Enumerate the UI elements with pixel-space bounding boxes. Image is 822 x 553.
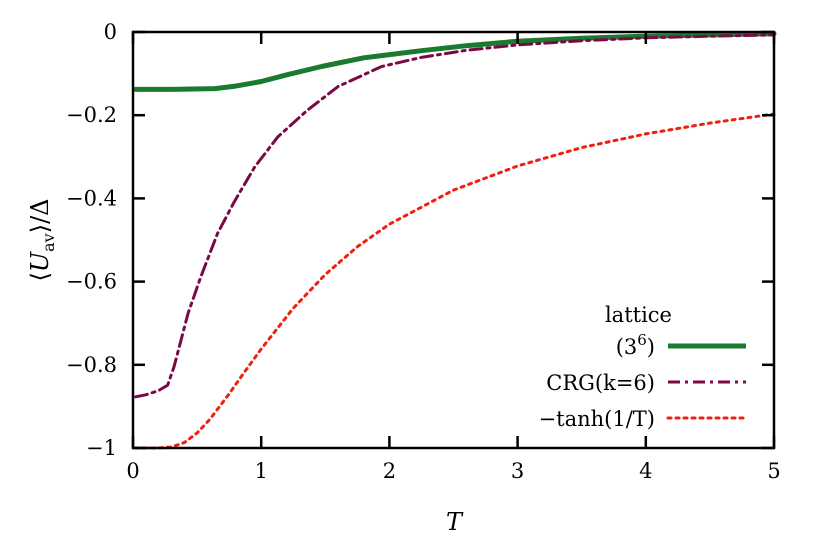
x-tick-label: 4 (639, 459, 652, 483)
x-tick-label: 2 (383, 459, 396, 483)
y-tick-label: −1 (86, 436, 117, 460)
y-tick-label: 0 (104, 20, 117, 44)
x-tick-label: 5 (767, 459, 780, 483)
x-tick-label: 1 (255, 459, 268, 483)
y-tick-label: −0.8 (66, 353, 117, 377)
legend-label-lattice: lattice (605, 303, 672, 327)
plot-frame (131, 30, 776, 450)
y-tick-label: −0.2 (66, 103, 117, 127)
y-tick-label: −0.4 (66, 186, 117, 210)
ticks: 0 1 2 3 4 5 0 −0.2 −0.4 −0.6 −0.8 −1 (66, 20, 781, 483)
x-tick-label: 0 (126, 459, 139, 483)
x-tick-label: 3 (511, 459, 524, 483)
x-axis-label: T (446, 508, 464, 536)
legend-label-tanh: −tanh(1/T) (539, 407, 655, 431)
legend-label-crg: CRG(k=6) (546, 371, 655, 395)
legend-label-lattice-3-6: (36) (616, 331, 655, 359)
series-line-1 (134, 33, 776, 399)
series-layer (133, 31, 777, 450)
legend: lattice (36) CRG(k=6) −tanh(1/T) (539, 303, 748, 431)
y-axis-label: ⟨Uav⟩/Δ (26, 199, 58, 282)
series-line-2 (134, 112, 776, 450)
svg-text:⟨Uav⟩/Δ: ⟨Uav⟩/Δ (26, 199, 58, 282)
y-tick-label: −0.6 (66, 270, 117, 294)
series-line-0 (133, 31, 777, 92)
